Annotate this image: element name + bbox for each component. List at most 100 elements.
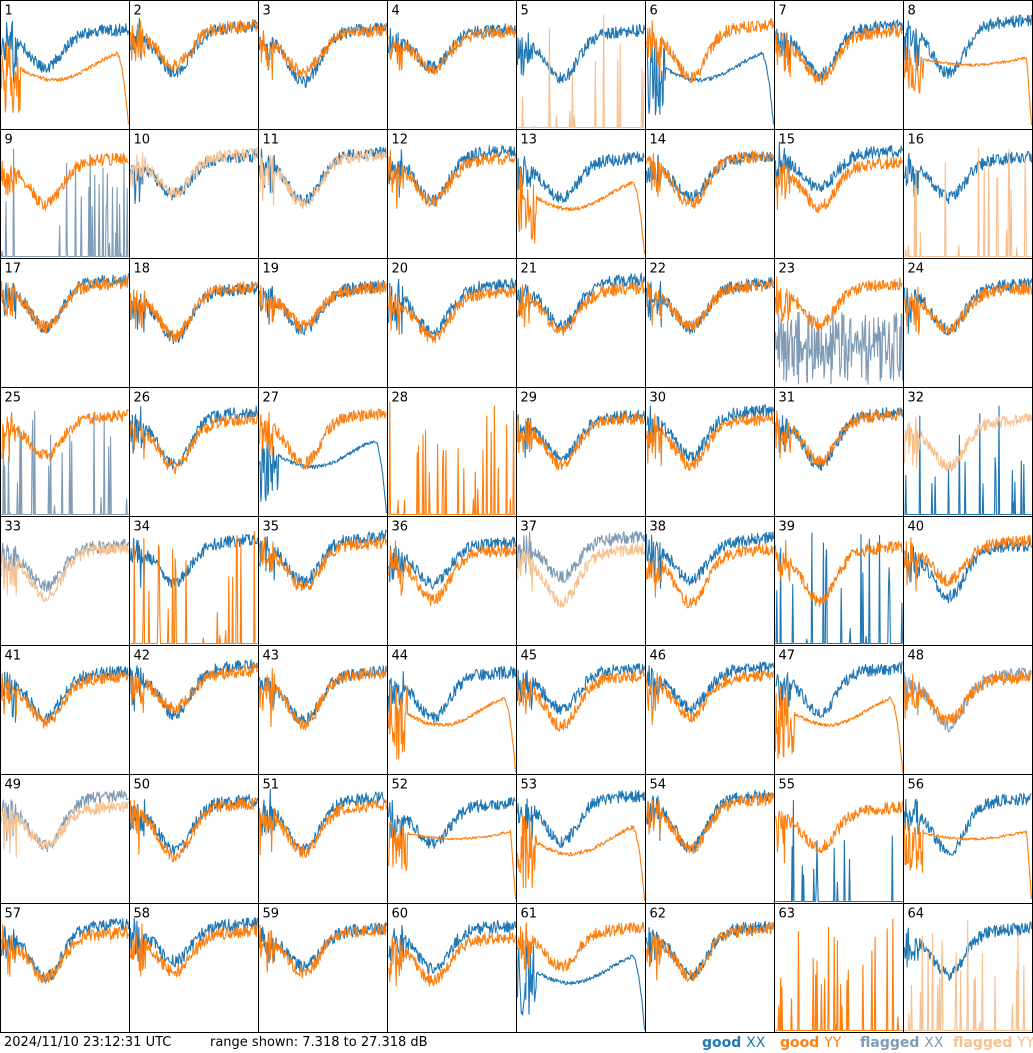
antenna-panel-29: 29	[516, 387, 646, 517]
legend-flagged-yy: flagged YY	[953, 1035, 1033, 1051]
series-yy-15	[774, 156, 904, 214]
series-yy-61	[516, 921, 646, 972]
panel-label-12: 12	[392, 133, 409, 148]
antenna-panel-18: 18	[129, 258, 259, 388]
panel-frame	[645, 387, 775, 517]
panel-label-1: 1	[5, 4, 13, 19]
series-yy-43	[258, 667, 387, 731]
antenna-panel-16: 16	[903, 129, 1033, 259]
series-yy-11	[259, 148, 388, 210]
panel-frame	[774, 387, 904, 517]
panel-frame	[516, 387, 646, 517]
panel-label-54: 54	[650, 778, 667, 793]
series-xx-20	[387, 278, 517, 338]
antenna-panel-40: 40	[903, 516, 1033, 646]
series-xx-7	[774, 19, 904, 82]
series-xx-33	[0, 538, 130, 593]
antenna-panel-7: 7	[774, 0, 904, 130]
timestamp: 2024/11/10 23:12:31 UTC	[4, 1035, 172, 1050]
series-yy-28	[388, 401, 516, 516]
legend-flagged-yy-prefix: flagged	[953, 1035, 1013, 1051]
antenna-panel-1: 1	[0, 0, 130, 130]
panel-label-10: 10	[134, 133, 151, 148]
series-yy-56	[903, 822, 1033, 900]
panel-label-62: 62	[650, 907, 667, 922]
antenna-panel-55: 55	[774, 774, 904, 904]
legend-flagged-xx-suffix: XX	[924, 1035, 944, 1051]
antenna-panel-56: 56	[903, 774, 1033, 904]
antenna-panel-44: 44	[387, 645, 517, 775]
panel-label-48: 48	[908, 649, 925, 664]
series-xx-58	[129, 917, 259, 968]
series-yy-4	[387, 24, 517, 75]
series-xx-46	[645, 661, 775, 715]
series-yy-29	[516, 412, 646, 471]
panel-label-47: 47	[779, 649, 796, 664]
series-yy-14	[645, 150, 775, 209]
panel-frame	[645, 129, 775, 259]
panel-label-57: 57	[5, 907, 22, 922]
panel-label-59: 59	[263, 907, 280, 922]
series-yy-18	[129, 281, 259, 343]
antenna-panel-14: 14	[645, 129, 775, 259]
series-yy-40	[903, 534, 1032, 592]
antenna-panel-53: 53	[516, 774, 646, 904]
series-yy-50	[129, 797, 258, 863]
panel-frame	[516, 258, 646, 388]
series-yy-25	[0, 409, 129, 463]
panel-label-45: 45	[521, 649, 538, 664]
panel-label-52: 52	[392, 778, 409, 793]
antenna-panel-34: 34	[129, 516, 259, 646]
antenna-panel-58: 58	[129, 903, 259, 1033]
panel-label-36: 36	[392, 520, 409, 535]
series-xx-15	[774, 141, 904, 193]
series-yy-21	[516, 281, 646, 336]
series-yy-54	[645, 792, 775, 855]
series-xx-27	[258, 428, 388, 514]
series-yy-38	[645, 544, 775, 609]
antenna-panel-52: 52	[387, 774, 517, 904]
series-yy-19	[258, 281, 388, 332]
panel-frame	[258, 645, 388, 775]
footer-bar: 2024/11/10 23:12:31 UTC range shown: 7.3…	[0, 1033, 1033, 1053]
panel-label-58: 58	[134, 907, 151, 922]
series-yy-49	[0, 800, 129, 858]
series-xx-42	[129, 659, 259, 721]
panel-label-50: 50	[134, 778, 151, 793]
panel-label-4: 4	[392, 4, 400, 19]
antenna-panel-30: 30	[645, 387, 775, 517]
antenna-panel-63: 63	[774, 903, 904, 1033]
panel-label-60: 60	[392, 907, 409, 922]
series-yy-13	[516, 168, 646, 254]
panel-label-41: 41	[5, 649, 22, 664]
series-yy-7	[774, 24, 904, 86]
series-xx-41	[0, 665, 129, 723]
series-xx-13	[516, 151, 645, 203]
series-yy-3	[258, 24, 388, 81]
antenna-panel-32: 32	[903, 387, 1033, 517]
antenna-panel-20: 20	[387, 258, 517, 388]
series-xx-9	[0, 148, 129, 258]
antenna-panel-10: 10	[129, 129, 259, 259]
series-yy-23	[774, 276, 903, 331]
series-xx-30	[646, 404, 775, 463]
series-xx-8	[903, 14, 1033, 79]
panel-label-43: 43	[263, 649, 280, 664]
series-xx-5	[516, 23, 646, 84]
series-xx-61	[516, 942, 646, 1030]
series-xx-25	[1, 410, 129, 516]
panel-frame	[774, 516, 904, 646]
antenna-panel-48: 48	[903, 645, 1033, 775]
panel-label-51: 51	[263, 778, 280, 793]
series-xx-32	[904, 405, 1032, 516]
series-yy-45	[516, 669, 646, 732]
panel-frame	[129, 0, 259, 130]
series-yy-2	[129, 19, 259, 71]
legend-flagged-xx-prefix: flagged	[860, 1035, 920, 1051]
panel-label-13: 13	[521, 133, 538, 148]
panel-frame	[129, 129, 259, 259]
antenna-panel-35: 35	[258, 516, 388, 646]
series-yy-41	[0, 670, 129, 729]
antenna-panel-39: 39	[774, 516, 904, 646]
